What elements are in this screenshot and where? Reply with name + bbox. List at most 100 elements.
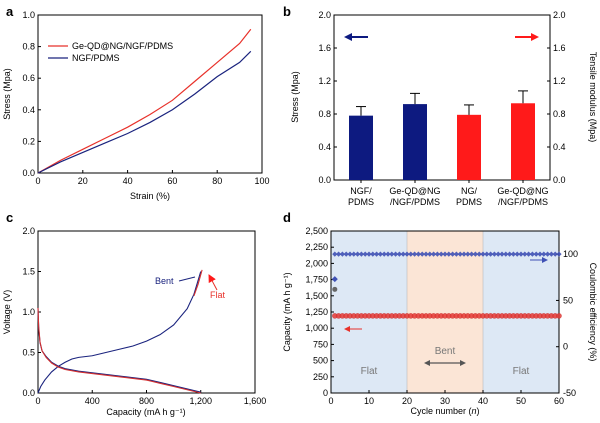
coulombic-point xyxy=(415,251,421,257)
coulombic-point xyxy=(484,251,490,257)
y-tick-label-right: 0.0 xyxy=(553,175,566,185)
label-flat-pointer xyxy=(208,274,218,291)
x-tick-label: 800 xyxy=(139,396,154,406)
y-tick-label-right: 50 xyxy=(563,295,573,305)
coulombic-point xyxy=(469,251,475,257)
x-tick-label: 40 xyxy=(123,176,133,186)
y-tick-label: 0.6 xyxy=(22,73,35,83)
coulombic-point xyxy=(339,251,345,257)
category-label-0: NGF/ xyxy=(350,186,372,196)
coulombic-point xyxy=(374,251,380,257)
coulombic-point xyxy=(507,251,513,257)
coulombic-point xyxy=(488,251,494,257)
category-label-0: PDMS xyxy=(348,197,374,207)
panel-label-b: b xyxy=(283,4,291,19)
arrow-right-red xyxy=(515,33,539,41)
series-line-0 xyxy=(37,28,252,174)
coulombic-point xyxy=(442,251,448,257)
y-tick-label-left: 1,500 xyxy=(305,291,328,301)
panel-d-ylabel-right: Coulombic efficiency (%) xyxy=(588,263,598,362)
coulombic-point xyxy=(434,251,440,257)
coulombic-point xyxy=(450,251,456,257)
y-tick-label-right: 2.0 xyxy=(553,10,566,20)
x-tick-label: 400 xyxy=(85,396,100,406)
bar-1 xyxy=(403,104,427,180)
coulombic-point xyxy=(514,251,520,257)
region-1 xyxy=(407,231,483,393)
series-line-0 xyxy=(37,307,201,393)
panel-b-frame xyxy=(333,14,551,181)
x-tick-label: 0 xyxy=(328,396,333,406)
coulombic-point xyxy=(480,251,486,257)
coulombic-point xyxy=(465,251,471,257)
coulombic-point xyxy=(552,251,558,257)
y-tick-label-left: 2,000 xyxy=(305,258,328,268)
coulombic-point xyxy=(548,251,554,257)
x-tick-label: 100 xyxy=(254,176,269,186)
label-bent-pointer xyxy=(178,276,196,282)
panel-a-frame xyxy=(37,14,263,174)
series-line-1 xyxy=(37,50,252,174)
panel-label-c: c xyxy=(6,210,13,225)
panel-d-chart: 0 10 20 30 40 50 6002505007501,0001,2501,5001,… xyxy=(282,226,598,416)
x-tick-label: 1,600 xyxy=(244,396,267,406)
panel-b-ylabel-left: Stress (Mpa) xyxy=(290,71,300,123)
panel-a-chart: 0 20 40 60 80 100 0.0 0.2 0.4 0.6 0.8 1.0 Ge-QD@NG/… xyxy=(2,10,270,201)
y-tick-label-right: 1.2 xyxy=(553,76,566,86)
coulombic-point xyxy=(541,251,547,257)
x-tick-label: 40 xyxy=(478,396,488,406)
category-label-1: /NGF/PDMS xyxy=(390,197,440,207)
panel-a-ylabel: Stress (Mpa) xyxy=(2,68,12,120)
y-tick-label: 2.0 xyxy=(22,226,35,236)
coulombic-point xyxy=(351,251,357,257)
y-tick-label: 1.5 xyxy=(22,267,35,277)
coulombic-point xyxy=(336,251,342,257)
coulombic-point xyxy=(404,251,410,257)
coulombic-point xyxy=(499,251,505,257)
x-tick-label: 60 xyxy=(167,176,177,186)
coulombic-point xyxy=(431,251,437,257)
panel-c-frame xyxy=(37,230,256,394)
y-tick-label: 1.0 xyxy=(22,307,35,317)
coulombic-point xyxy=(366,251,372,257)
category-label-3: Ge-QD@NG xyxy=(497,186,548,196)
coulombic-point xyxy=(381,251,387,257)
coulombic-point xyxy=(438,251,444,257)
region-2 xyxy=(483,231,559,393)
capacity-first-point xyxy=(332,286,338,292)
y-tick-label-left: 500 xyxy=(313,356,328,366)
coulombic-point xyxy=(377,251,383,257)
coulombic-point xyxy=(393,251,399,257)
coulombic-point xyxy=(537,251,543,257)
x-tick-label: 0 xyxy=(35,176,40,186)
coulombic-point xyxy=(533,251,539,257)
legend-label-ge-qd: Ge-QD@NG/NGF/PDMS xyxy=(72,41,173,51)
y-tick-label-left: 2.0 xyxy=(318,10,331,20)
coulombic-point xyxy=(400,251,406,257)
panel-d-xlabel: Cycle number (n) xyxy=(410,406,479,416)
x-tick-label: 20 xyxy=(402,396,412,406)
y-tick-label-left: 0.4 xyxy=(318,142,331,152)
y-tick-label-left: 1.6 xyxy=(318,43,331,53)
coulombic-point xyxy=(491,251,497,257)
y-tick-label-left: 750 xyxy=(313,339,328,349)
category-label-3: /NGF/PDMS xyxy=(498,197,548,207)
panel-label-a: a xyxy=(6,4,14,19)
y-tick-label-left: 0.8 xyxy=(318,109,331,119)
capacity-point xyxy=(556,313,562,319)
bar-3 xyxy=(511,103,535,180)
coulombic-point xyxy=(362,251,368,257)
y-tick-label-left: 1.2 xyxy=(318,76,331,86)
arrow-capacity xyxy=(344,326,362,332)
coulombic-point xyxy=(446,251,452,257)
region-label-1: Bent xyxy=(435,346,456,357)
coulombic-point xyxy=(495,251,501,257)
bent-double-arrow xyxy=(424,360,466,366)
region-label-0: Flat xyxy=(361,366,378,377)
panel-c-chart: 0 400 800 1,200 1,600 0.0 0.5 1.0 1.5 2.0 Bent Fl… xyxy=(2,226,266,417)
coulombic-point xyxy=(358,251,364,257)
y-tick-label-right: 0.4 xyxy=(553,142,566,152)
coulombic-point xyxy=(419,251,425,257)
y-tick-label: 0.8 xyxy=(22,42,35,52)
y-tick-label-left: 0.0 xyxy=(318,175,331,185)
